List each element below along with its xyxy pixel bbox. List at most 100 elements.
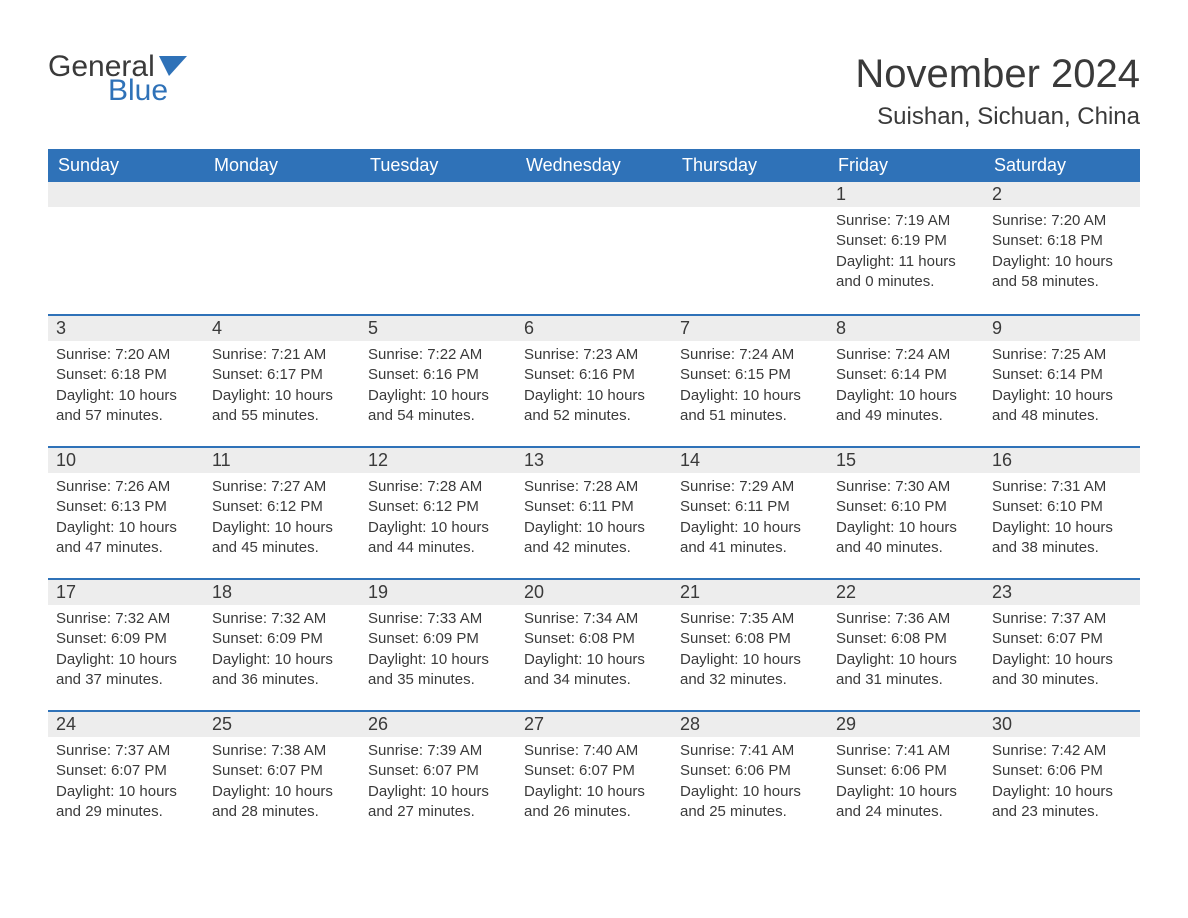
day-number: 7 xyxy=(672,314,828,341)
sunset-line: Sunset: 6:08 PM xyxy=(836,629,976,649)
calendar-day-cell: 14Sunrise: 7:29 AMSunset: 6:11 PMDayligh… xyxy=(672,446,828,578)
day-number: 18 xyxy=(204,578,360,605)
daylight-line: Daylight: 10 hours and 51 minutes. xyxy=(680,386,820,427)
daylight-line: Daylight: 10 hours and 24 minutes. xyxy=(836,782,976,823)
day-details: Sunrise: 7:41 AMSunset: 6:06 PMDaylight:… xyxy=(672,737,828,830)
day-details: Sunrise: 7:39 AMSunset: 6:07 PMDaylight:… xyxy=(360,737,516,830)
daylight-line: Daylight: 10 hours and 58 minutes. xyxy=(992,252,1132,293)
daylight-line: Daylight: 10 hours and 34 minutes. xyxy=(524,650,664,691)
day-number xyxy=(204,182,360,207)
daylight-line: Daylight: 10 hours and 32 minutes. xyxy=(680,650,820,691)
calendar-day-cell: 1Sunrise: 7:19 AMSunset: 6:19 PMDaylight… xyxy=(828,182,984,314)
sunset-line: Sunset: 6:08 PM xyxy=(680,629,820,649)
day-number: 29 xyxy=(828,710,984,737)
calendar-day-cell: 18Sunrise: 7:32 AMSunset: 6:09 PMDayligh… xyxy=(204,578,360,710)
day-details: Sunrise: 7:26 AMSunset: 6:13 PMDaylight:… xyxy=(48,473,204,566)
day-details: Sunrise: 7:25 AMSunset: 6:14 PMDaylight:… xyxy=(984,341,1140,434)
sunrise-line: Sunrise: 7:34 AM xyxy=(524,609,664,629)
calendar-day-cell: 16Sunrise: 7:31 AMSunset: 6:10 PMDayligh… xyxy=(984,446,1140,578)
sunset-line: Sunset: 6:13 PM xyxy=(56,497,196,517)
day-details: Sunrise: 7:37 AMSunset: 6:07 PMDaylight:… xyxy=(48,737,204,830)
page-header: General Blue November 2024 Suishan, Sich… xyxy=(48,52,1140,131)
sunset-line: Sunset: 6:11 PM xyxy=(524,497,664,517)
calendar-day-cell: 25Sunrise: 7:38 AMSunset: 6:07 PMDayligh… xyxy=(204,710,360,842)
sunset-line: Sunset: 6:17 PM xyxy=(212,365,352,385)
daylight-line: Daylight: 10 hours and 38 minutes. xyxy=(992,518,1132,559)
daylight-line: Daylight: 10 hours and 29 minutes. xyxy=(56,782,196,823)
day-number: 1 xyxy=(828,182,984,207)
day-number: 19 xyxy=(360,578,516,605)
calendar-day-cell: 24Sunrise: 7:37 AMSunset: 6:07 PMDayligh… xyxy=(48,710,204,842)
calendar-day-cell: 23Sunrise: 7:37 AMSunset: 6:07 PMDayligh… xyxy=(984,578,1140,710)
day-details: Sunrise: 7:40 AMSunset: 6:07 PMDaylight:… xyxy=(516,737,672,830)
sunrise-line: Sunrise: 7:36 AM xyxy=(836,609,976,629)
calendar-week-row: 3Sunrise: 7:20 AMSunset: 6:18 PMDaylight… xyxy=(48,314,1140,446)
sunset-line: Sunset: 6:14 PM xyxy=(836,365,976,385)
day-number xyxy=(48,182,204,207)
sunset-line: Sunset: 6:12 PM xyxy=(212,497,352,517)
calendar-day-cell: 2Sunrise: 7:20 AMSunset: 6:18 PMDaylight… xyxy=(984,182,1140,314)
day-number: 16 xyxy=(984,446,1140,473)
daylight-line: Daylight: 10 hours and 27 minutes. xyxy=(368,782,508,823)
weekday-header: Sunday xyxy=(48,149,204,182)
calendar-day-cell xyxy=(48,182,204,314)
day-number xyxy=(360,182,516,207)
day-details: Sunrise: 7:22 AMSunset: 6:16 PMDaylight:… xyxy=(360,341,516,434)
calendar-day-cell: 4Sunrise: 7:21 AMSunset: 6:17 PMDaylight… xyxy=(204,314,360,446)
day-number: 14 xyxy=(672,446,828,473)
sunset-line: Sunset: 6:11 PM xyxy=(680,497,820,517)
calendar-day-cell: 27Sunrise: 7:40 AMSunset: 6:07 PMDayligh… xyxy=(516,710,672,842)
weekday-header: Tuesday xyxy=(360,149,516,182)
weekday-header: Thursday xyxy=(672,149,828,182)
sunrise-line: Sunrise: 7:32 AM xyxy=(212,609,352,629)
daylight-line: Daylight: 10 hours and 26 minutes. xyxy=(524,782,664,823)
weekday-header: Wednesday xyxy=(516,149,672,182)
daylight-line: Daylight: 10 hours and 36 minutes. xyxy=(212,650,352,691)
sunrise-line: Sunrise: 7:41 AM xyxy=(680,741,820,761)
sunset-line: Sunset: 6:12 PM xyxy=(368,497,508,517)
day-number: 11 xyxy=(204,446,360,473)
calendar-day-cell: 17Sunrise: 7:32 AMSunset: 6:09 PMDayligh… xyxy=(48,578,204,710)
calendar-week-row: 24Sunrise: 7:37 AMSunset: 6:07 PMDayligh… xyxy=(48,710,1140,842)
day-details: Sunrise: 7:36 AMSunset: 6:08 PMDaylight:… xyxy=(828,605,984,698)
daylight-line: Daylight: 10 hours and 40 minutes. xyxy=(836,518,976,559)
day-details: Sunrise: 7:21 AMSunset: 6:17 PMDaylight:… xyxy=(204,341,360,434)
sunset-line: Sunset: 6:07 PM xyxy=(992,629,1132,649)
day-number: 28 xyxy=(672,710,828,737)
day-details: Sunrise: 7:20 AMSunset: 6:18 PMDaylight:… xyxy=(48,341,204,434)
sunrise-line: Sunrise: 7:21 AM xyxy=(212,345,352,365)
sunrise-line: Sunrise: 7:19 AM xyxy=(836,211,976,231)
day-number: 13 xyxy=(516,446,672,473)
day-details: Sunrise: 7:31 AMSunset: 6:10 PMDaylight:… xyxy=(984,473,1140,566)
sunset-line: Sunset: 6:15 PM xyxy=(680,365,820,385)
weekday-header: Saturday xyxy=(984,149,1140,182)
calendar-day-cell: 11Sunrise: 7:27 AMSunset: 6:12 PMDayligh… xyxy=(204,446,360,578)
day-details: Sunrise: 7:32 AMSunset: 6:09 PMDaylight:… xyxy=(48,605,204,698)
daylight-line: Daylight: 10 hours and 54 minutes. xyxy=(368,386,508,427)
day-details: Sunrise: 7:34 AMSunset: 6:08 PMDaylight:… xyxy=(516,605,672,698)
calendar-day-cell: 13Sunrise: 7:28 AMSunset: 6:11 PMDayligh… xyxy=(516,446,672,578)
day-number: 12 xyxy=(360,446,516,473)
daylight-line: Daylight: 10 hours and 28 minutes. xyxy=(212,782,352,823)
sunrise-line: Sunrise: 7:41 AM xyxy=(836,741,976,761)
calendar-day-cell: 22Sunrise: 7:36 AMSunset: 6:08 PMDayligh… xyxy=(828,578,984,710)
title-block: November 2024 Suishan, Sichuan, China xyxy=(855,52,1140,131)
sunset-line: Sunset: 6:08 PM xyxy=(524,629,664,649)
sunrise-line: Sunrise: 7:28 AM xyxy=(524,477,664,497)
sunset-line: Sunset: 6:06 PM xyxy=(680,761,820,781)
brand-word-2: Blue xyxy=(108,76,187,106)
sunrise-line: Sunrise: 7:37 AM xyxy=(56,741,196,761)
sunrise-line: Sunrise: 7:25 AM xyxy=(992,345,1132,365)
day-number xyxy=(672,182,828,207)
calendar-week-row: 17Sunrise: 7:32 AMSunset: 6:09 PMDayligh… xyxy=(48,578,1140,710)
day-details: Sunrise: 7:38 AMSunset: 6:07 PMDaylight:… xyxy=(204,737,360,830)
day-number: 10 xyxy=(48,446,204,473)
sunrise-line: Sunrise: 7:22 AM xyxy=(368,345,508,365)
daylight-line: Daylight: 10 hours and 23 minutes. xyxy=(992,782,1132,823)
calendar-day-cell: 29Sunrise: 7:41 AMSunset: 6:06 PMDayligh… xyxy=(828,710,984,842)
day-details: Sunrise: 7:28 AMSunset: 6:11 PMDaylight:… xyxy=(516,473,672,566)
day-number: 21 xyxy=(672,578,828,605)
day-number: 26 xyxy=(360,710,516,737)
calendar-day-cell: 19Sunrise: 7:33 AMSunset: 6:09 PMDayligh… xyxy=(360,578,516,710)
sunset-line: Sunset: 6:07 PM xyxy=(368,761,508,781)
